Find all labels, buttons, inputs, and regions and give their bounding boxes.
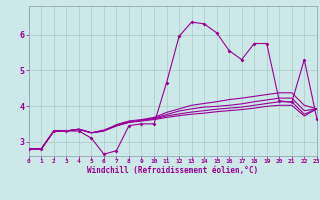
- X-axis label: Windchill (Refroidissement éolien,°C): Windchill (Refroidissement éolien,°C): [87, 166, 258, 175]
